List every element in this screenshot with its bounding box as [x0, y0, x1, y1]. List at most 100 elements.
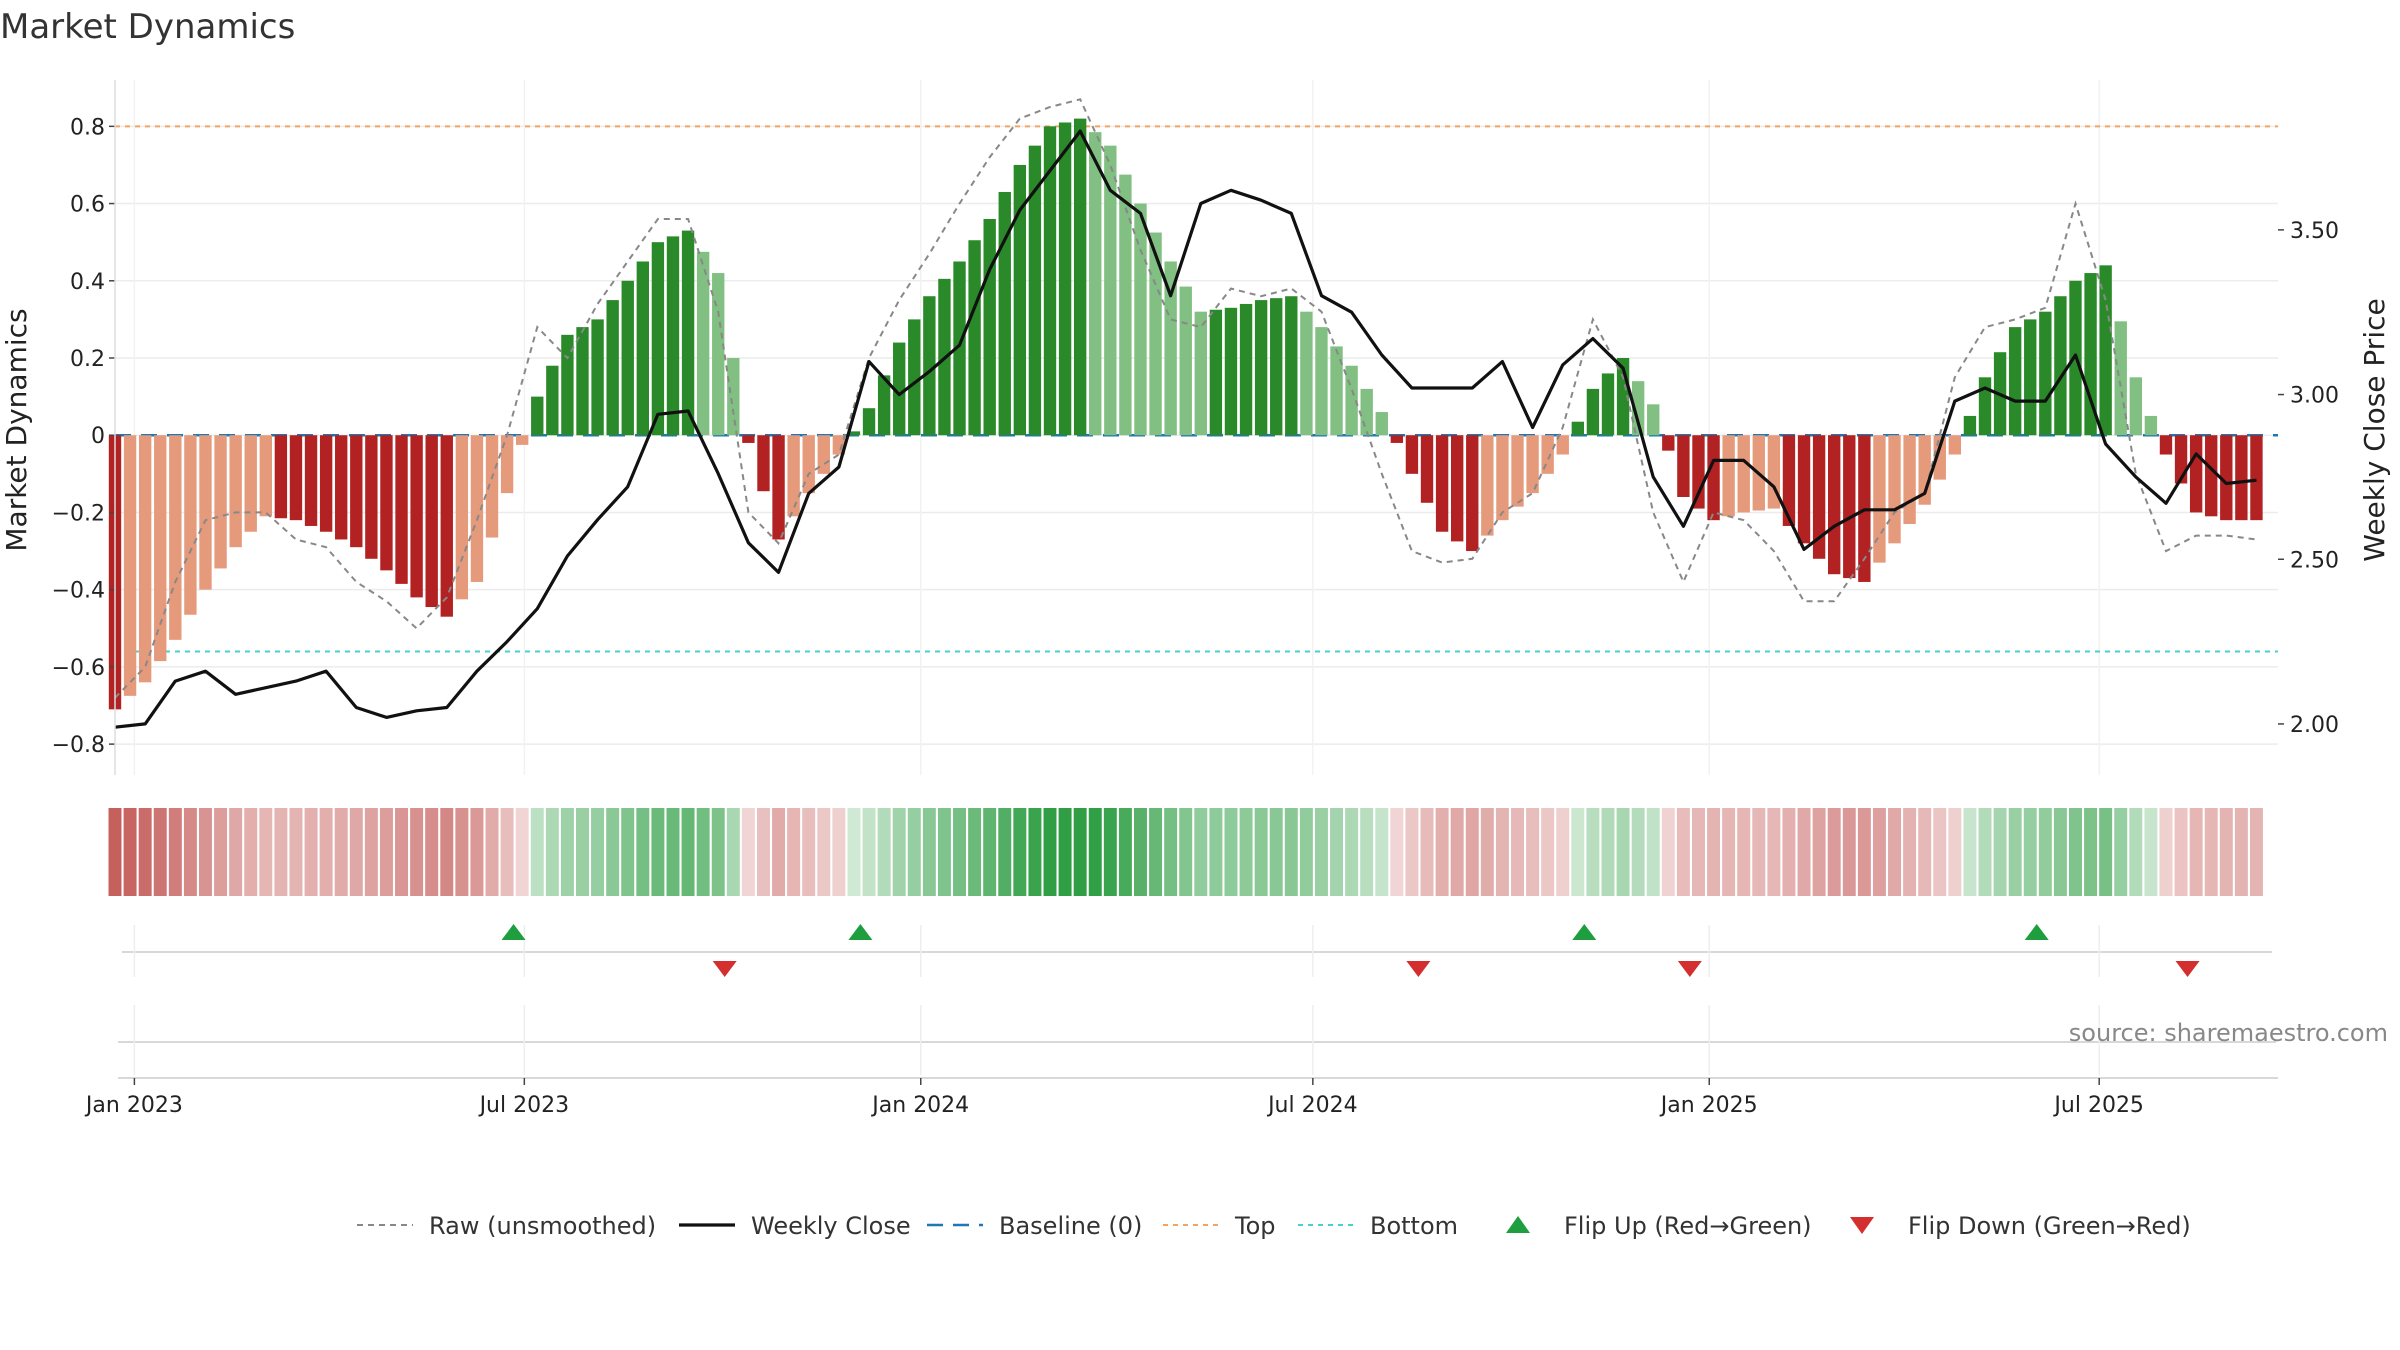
close-line	[114, 129, 2257, 729]
y-tick-label-2: −0.4	[52, 579, 105, 604]
bar	[335, 435, 348, 540]
bar	[1948, 435, 1962, 455]
bar	[2099, 265, 2112, 436]
bar	[319, 435, 333, 532]
x-axis-ticks: Jan 2023 Jul 2023 Jan 2024 Jul 2024 Jan 2025…	[84, 1078, 2144, 1118]
legend-swatch-flip-down	[1850, 1217, 1874, 1234]
y2-tick-label-3: 3.50	[2290, 219, 2339, 244]
strip-cell	[1330, 808, 1344, 896]
strip-cell	[787, 808, 801, 896]
bar	[1797, 435, 1811, 544]
bar	[229, 435, 242, 548]
bar	[1360, 388, 1373, 436]
strip-cell	[666, 808, 680, 896]
y-tick-label-4: 0	[91, 424, 105, 449]
strip-cell	[1752, 808, 1766, 896]
bar	[877, 375, 891, 436]
bar	[1903, 435, 1916, 525]
strip-cell	[1435, 808, 1449, 896]
strip-cell	[2249, 808, 2263, 896]
flip-down-marker	[1677, 961, 1702, 977]
strip-cell	[2023, 808, 2037, 896]
bar	[953, 261, 966, 436]
strip-cell	[1103, 808, 1117, 896]
flip-up-marker	[501, 924, 526, 940]
bar	[531, 396, 544, 436]
bar	[1134, 203, 1147, 436]
bar	[259, 435, 272, 517]
strip-cell	[153, 808, 167, 896]
strip-cell	[1933, 808, 1947, 896]
strip-cell	[832, 808, 846, 896]
y2-tick-label-2: 3.00	[2290, 384, 2339, 409]
strip-cell	[334, 808, 348, 896]
strip-cell	[1842, 808, 1856, 896]
bar	[1330, 346, 1343, 436]
x-tick-label-5: Jul 2025	[2052, 1093, 2144, 1118]
strip-cell	[1028, 808, 1042, 896]
strip-cell	[1360, 808, 1374, 896]
legend-label-flip-down: Flip Down (Green→Red)	[1908, 1212, 2191, 1240]
strip-cell	[1797, 808, 1811, 896]
y-tick-label-0: −0.8	[52, 733, 105, 758]
bar	[2159, 435, 2173, 455]
bar	[1224, 307, 1238, 436]
bar	[1601, 373, 1615, 436]
bar	[1028, 145, 1042, 436]
bar	[1843, 435, 1856, 579]
strip-cell	[198, 808, 212, 896]
strip-cell	[2204, 808, 2218, 896]
y2-axis-title: Weekly Close Price	[2358, 298, 2391, 561]
bar	[1662, 435, 1675, 451]
strip-cell	[1903, 808, 1917, 896]
left-axis-ticks: −0.8 −0.6 −0.4 −0.2 0 0.2 0.4 0.6 0.8	[52, 80, 116, 775]
bar	[500, 435, 514, 494]
strip-cell	[485, 808, 499, 896]
bar	[1556, 435, 1569, 455]
bar	[1285, 296, 1298, 436]
bar	[1450, 435, 1464, 542]
strip-cell	[229, 808, 243, 896]
bar	[832, 435, 846, 455]
momentum-bars	[108, 118, 2263, 710]
strip-cell	[2129, 808, 2143, 896]
strip-cell	[1420, 808, 1434, 896]
bar	[923, 296, 936, 436]
bar	[410, 435, 423, 598]
strip-cell	[1194, 808, 1208, 896]
strip-cell	[606, 808, 620, 896]
bar	[350, 435, 363, 548]
strip-cell	[2159, 808, 2173, 896]
flip-markers	[118, 924, 2278, 1079]
bar	[1073, 118, 1087, 436]
strip-cell	[1284, 808, 1298, 896]
strip-cell	[2174, 808, 2188, 896]
strip-cell	[1209, 808, 1223, 896]
bar	[1179, 286, 1192, 436]
y-tick-label-7: 0.6	[70, 193, 105, 218]
bar	[123, 435, 137, 696]
strip-cell	[1149, 808, 1163, 896]
bar	[772, 435, 785, 540]
x-tick-label-1: Jul 2023	[478, 1093, 570, 1118]
bar	[2205, 435, 2218, 517]
strip-cell	[2219, 808, 2233, 896]
strip-cell	[425, 808, 439, 896]
strip-cell	[379, 808, 393, 896]
strip-cell	[1239, 808, 1253, 896]
strip-cell	[1767, 808, 1781, 896]
strip-cell	[1375, 808, 1389, 896]
strip-cell	[1224, 808, 1238, 896]
bar	[365, 435, 378, 559]
strip-cell	[953, 808, 967, 896]
strip-cell	[1571, 808, 1585, 896]
strip-cell	[2099, 808, 2113, 896]
y-tick-label-8: 0.8	[70, 115, 105, 140]
bar	[893, 342, 906, 436]
strip-cell	[1390, 808, 1404, 896]
strip-cell	[1088, 808, 1102, 896]
strip-cell	[1676, 808, 1690, 896]
strip-cell	[1978, 808, 1992, 896]
strip-cell	[500, 808, 514, 896]
